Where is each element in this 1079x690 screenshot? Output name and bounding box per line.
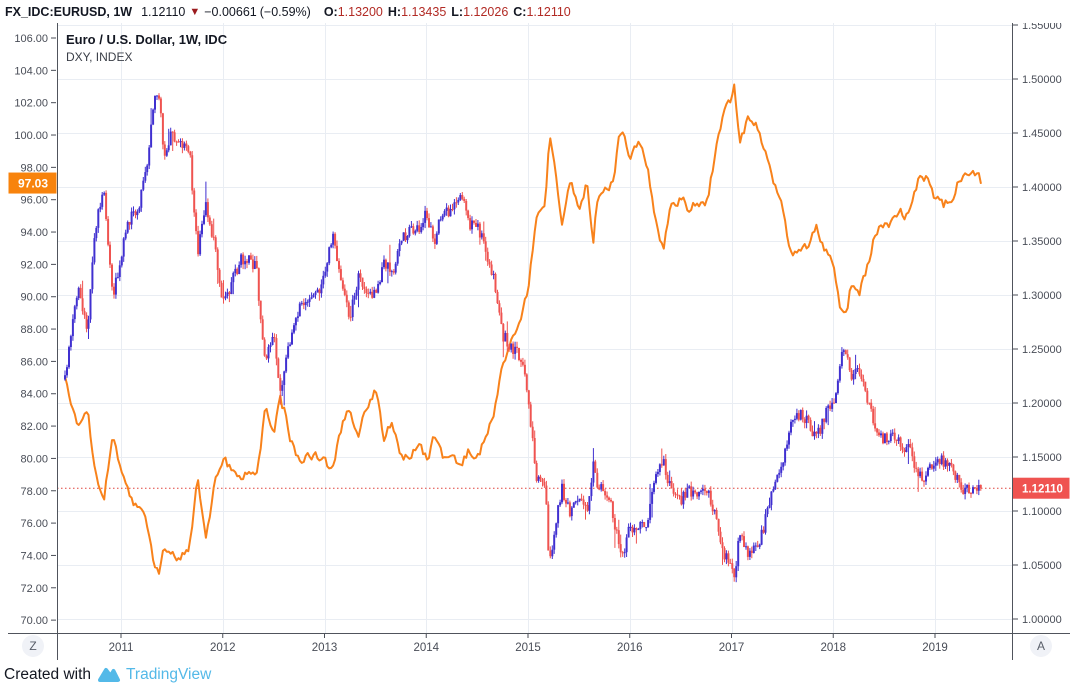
svg-text:86.00: 86.00 (20, 356, 48, 368)
z-button[interactable]: Z (22, 635, 44, 657)
svg-text:1.45000: 1.45000 (1022, 128, 1062, 140)
svg-text:90.00: 90.00 (20, 292, 48, 304)
svg-text:92.00: 92.00 (20, 259, 48, 271)
svg-text:98.00: 98.00 (20, 162, 48, 174)
svg-text:72.00: 72.00 (20, 583, 48, 595)
tradingview-logo-icon (98, 668, 121, 682)
svg-text:94.00: 94.00 (20, 227, 48, 239)
svg-text:2018: 2018 (820, 642, 846, 654)
close-value: 1.12110 (526, 4, 571, 19)
low-label: L: (451, 4, 464, 19)
svg-text:2014: 2014 (413, 642, 439, 654)
symbol-header: FX_IDC:EURUSD, 1W 1.12110 ▼ −0.00661 (−0… (5, 0, 571, 23)
svg-text:78.00: 78.00 (20, 486, 48, 498)
axis-separators (8, 23, 1070, 660)
svg-text:102.00: 102.00 (14, 98, 48, 110)
svg-text:106.00: 106.00 (14, 33, 48, 45)
svg-text:82.00: 82.00 (20, 421, 48, 433)
left-axis-labels: 106.00 104.00 102.00 100.00 98.00 96.00 94.00 9… (14, 33, 56, 627)
svg-text:1.25000: 1.25000 (1022, 344, 1062, 356)
footer: Created with TradingView (4, 660, 211, 690)
svg-text:2017: 2017 (719, 642, 745, 654)
last-price-badge: 1.12110 (1013, 477, 1070, 499)
open-label: O: (323, 4, 338, 19)
svg-text:2011: 2011 (109, 642, 134, 654)
close-label: C: (513, 4, 527, 19)
time-axis[interactable] (8, 633, 1070, 660)
svg-text:88.00: 88.00 (20, 324, 48, 336)
last-price: 1.12110 (141, 4, 186, 19)
a-button[interactable]: A (1030, 635, 1052, 657)
svg-text:2013: 2013 (312, 642, 338, 654)
svg-text:2012: 2012 (210, 642, 236, 654)
dxy-line-series (64, 83, 982, 575)
svg-text:1.40000: 1.40000 (1022, 182, 1062, 194)
svg-text:80.00: 80.00 (20, 453, 48, 465)
svg-text:1.05000: 1.05000 (1022, 560, 1062, 572)
svg-text:76.00: 76.00 (20, 518, 48, 530)
eurusd-candles-up (64, 95, 980, 583)
down-triangle-icon: ▼ (189, 5, 201, 18)
svg-text:1.35000: 1.35000 (1022, 236, 1062, 248)
svg-text:2016: 2016 (617, 642, 643, 654)
svg-text:1.00000: 1.00000 (1022, 614, 1062, 626)
svg-text:1.12110: 1.12110 (1022, 484, 1063, 496)
svg-text:96.00: 96.00 (20, 195, 48, 207)
svg-text:104.00: 104.00 (14, 65, 48, 77)
svg-text:1.20000: 1.20000 (1022, 398, 1062, 410)
time-axis-labels: 2011 2012 2013 2014 2015 2016 2017 2018 2019 (109, 634, 948, 654)
svg-text:2015: 2015 (515, 642, 541, 654)
svg-text:100.00: 100.00 (14, 130, 48, 142)
high-label: H: (387, 4, 402, 19)
svg-text:2019: 2019 (922, 642, 948, 654)
svg-text:97.03: 97.03 (18, 177, 48, 191)
left-price-axis[interactable] (8, 23, 57, 633)
right-axis-labels: 1.55000 1.50000 1.45000 1.40000 1.35000 1.300… (1013, 20, 1062, 626)
high-value: 1.13435 (401, 4, 447, 19)
grid-layer (57, 23, 1012, 633)
svg-text:1.55000: 1.55000 (1022, 20, 1062, 32)
svg-text:84.00: 84.00 (20, 389, 48, 401)
tradingview-brand[interactable]: TradingView (126, 666, 212, 683)
change-percent: (−0.59%) (259, 4, 311, 19)
svg-text:1.15000: 1.15000 (1022, 452, 1062, 464)
svg-text:1.50000: 1.50000 (1022, 74, 1062, 86)
low-value: 1.12026 (463, 4, 509, 19)
svg-text:1.30000: 1.30000 (1022, 290, 1062, 302)
eurusd-candles-down (79, 93, 982, 582)
created-with-label: Created with (4, 666, 92, 683)
svg-text:1.10000: 1.10000 (1022, 506, 1062, 518)
right-price-axis[interactable] (1012, 23, 1070, 633)
svg-text:70.00: 70.00 (20, 615, 48, 627)
symbol-name: FX_IDC:EURUSD, 1W (5, 4, 133, 19)
change-absolute: −0.00661 (204, 4, 257, 19)
svg-text:74.00: 74.00 (20, 550, 48, 562)
chart-plot-area[interactable] (57, 23, 1012, 633)
dxy-value-badge: 97.03 (8, 172, 57, 194)
open-value: 1.13200 (337, 4, 383, 19)
